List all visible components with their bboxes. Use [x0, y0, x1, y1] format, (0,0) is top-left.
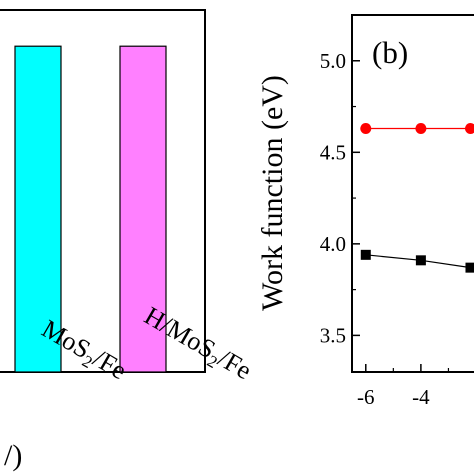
y-tick-label: 4.5: [320, 140, 346, 164]
bar-h-mos2-fe: [119, 45, 167, 373]
series-1-point: [415, 255, 426, 266]
y-tick-label: 4.0: [320, 232, 346, 256]
y-tick-label: 5.0: [320, 49, 346, 73]
series-0-point: [360, 123, 372, 135]
y-tick-label: 3.5: [320, 323, 346, 347]
panel-a-bar-chart: MoS2/FeH/MoS2/Fe/): [0, 9, 257, 472]
bar-mos2-fe: [14, 45, 62, 373]
y-axis-label: Work function (eV): [256, 75, 289, 311]
panel-b-frame: [351, 14, 474, 373]
panel-label: (b): [372, 35, 408, 70]
series-0-point: [415, 123, 427, 135]
panel-a-frame: [0, 9, 206, 373]
series-0-point: [464, 123, 474, 135]
partial-axis-label: /): [4, 439, 22, 472]
series-1-point: [465, 262, 474, 273]
x-tick-label: -6: [357, 385, 375, 409]
panel-b-scatter-chart: 3.5 4.0 4.5 5.0 -6 -4 Work function (eV) (b): [256, 14, 474, 409]
x-tick-label: -4: [412, 385, 430, 409]
series-1-point: [360, 249, 371, 260]
